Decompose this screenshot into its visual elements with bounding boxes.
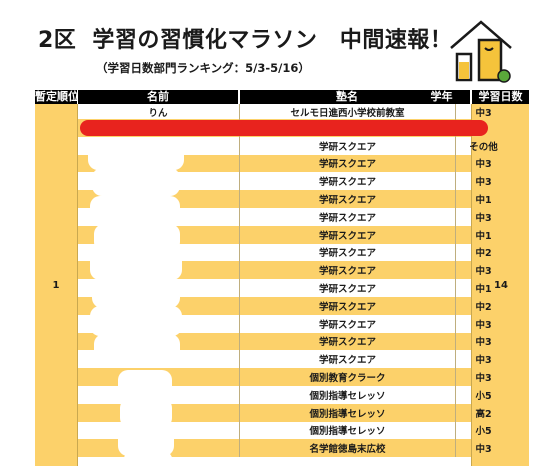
grade: 中1 (475, 195, 492, 207)
table-row: 個別指導セレッソ 高2 (78, 403, 492, 422)
school-name: 学研スクエア (239, 136, 456, 155)
header-rank: 暫定順位 (35, 90, 79, 104)
page-subtitle: （学習日数部門ランキング：5/3-5/16） (96, 61, 310, 75)
house-book-logo-icon (450, 20, 512, 83)
header-name: 名前 (78, 90, 238, 104)
grade: 中3 (475, 373, 492, 385)
table-row: 個別指導セレッソ 小5 (78, 385, 492, 404)
redaction-bar (80, 120, 488, 136)
school-name: 学研スクエア (239, 350, 456, 369)
grade: 中3 (475, 444, 492, 456)
school-name: 学研スクエア (239, 279, 456, 297)
redaction-blob (118, 426, 174, 456)
grade: 小5 (475, 390, 492, 402)
student-name: りん (148, 107, 168, 119)
redaction-blob (118, 370, 172, 400)
school-name: 学研スクエア (239, 314, 456, 333)
grade: 中3 (475, 266, 492, 278)
redaction-blob (90, 306, 182, 336)
redaction-blob (92, 168, 180, 196)
redaction-blob (120, 398, 172, 428)
school-name: 学研スクエア (239, 225, 456, 244)
school-name: 個別指導セレッソ (239, 403, 456, 422)
days-value: 14 (494, 280, 508, 291)
school-name: 学研スクエア (239, 261, 456, 280)
days-column: 14 (471, 104, 529, 466)
grade: 中3 (475, 159, 492, 171)
grade: 中3 (475, 107, 492, 119)
title-text: 学習の習慣化マラソン 中間速報！ (92, 28, 453, 53)
school-name: 個別指導セレッソ (239, 385, 456, 404)
school-name: セルモ日進西小学校前教室 (239, 104, 456, 119)
school-name: 個別指導セレッソ (239, 421, 456, 440)
grade: 中3 (475, 337, 492, 349)
grade: その他 (469, 141, 498, 153)
school-name: 学研スクエア (239, 154, 456, 173)
district-label: 2区 (38, 28, 77, 53)
school-name: 学研スクエア (239, 172, 456, 191)
redaction-blob (124, 452, 172, 466)
table-row: 個別教育クラーク 中3 (78, 368, 492, 386)
table-header: 暫定順位 名前 塾名 学年 学習日数 (35, 90, 529, 104)
grade: 高2 (475, 408, 492, 420)
header-school: 塾名 (240, 90, 454, 104)
school-name: 学研スクエア (239, 296, 456, 315)
redaction-blob (88, 140, 184, 170)
school-name: 個別教育クラーク (239, 368, 456, 386)
school-name: 学研スクエア (239, 332, 456, 351)
redaction-blob (92, 278, 180, 308)
grade: 中3 (475, 319, 492, 331)
table-row: 名学館徳島末広校 中3 (78, 439, 492, 458)
school-name: 名学館徳島末広校 (239, 439, 456, 458)
header-days: 学習日数 (472, 90, 529, 104)
grade: 中1 (475, 284, 492, 296)
grade: 中2 (475, 301, 492, 313)
grade: 小5 (475, 426, 492, 438)
header-grade: 学年 (413, 90, 470, 104)
grade: 中3 (475, 355, 492, 367)
rank-column: 1 (35, 104, 78, 466)
redaction-blob (94, 334, 180, 364)
redaction-blob (90, 196, 180, 226)
table-row: 個別指導セレッソ 小5 (78, 421, 492, 440)
school-name: 学研スクエア (239, 243, 456, 262)
redaction-blob (90, 250, 182, 280)
school-name: 学研スクエア (239, 190, 456, 208)
page-title: 2区 学習の習慣化マラソン 中間速報！ (38, 22, 452, 54)
table-row: りん セルモ日進西小学校前教室 中3 (78, 104, 492, 119)
rank-value: 1 (52, 280, 60, 291)
grade: 中1 (475, 230, 492, 242)
redaction-blob (94, 224, 180, 252)
grade: 中3 (475, 177, 492, 189)
grade: 中3 (475, 212, 492, 224)
school-name: 学研スクエア (239, 207, 456, 226)
grade: 中2 (475, 248, 492, 260)
